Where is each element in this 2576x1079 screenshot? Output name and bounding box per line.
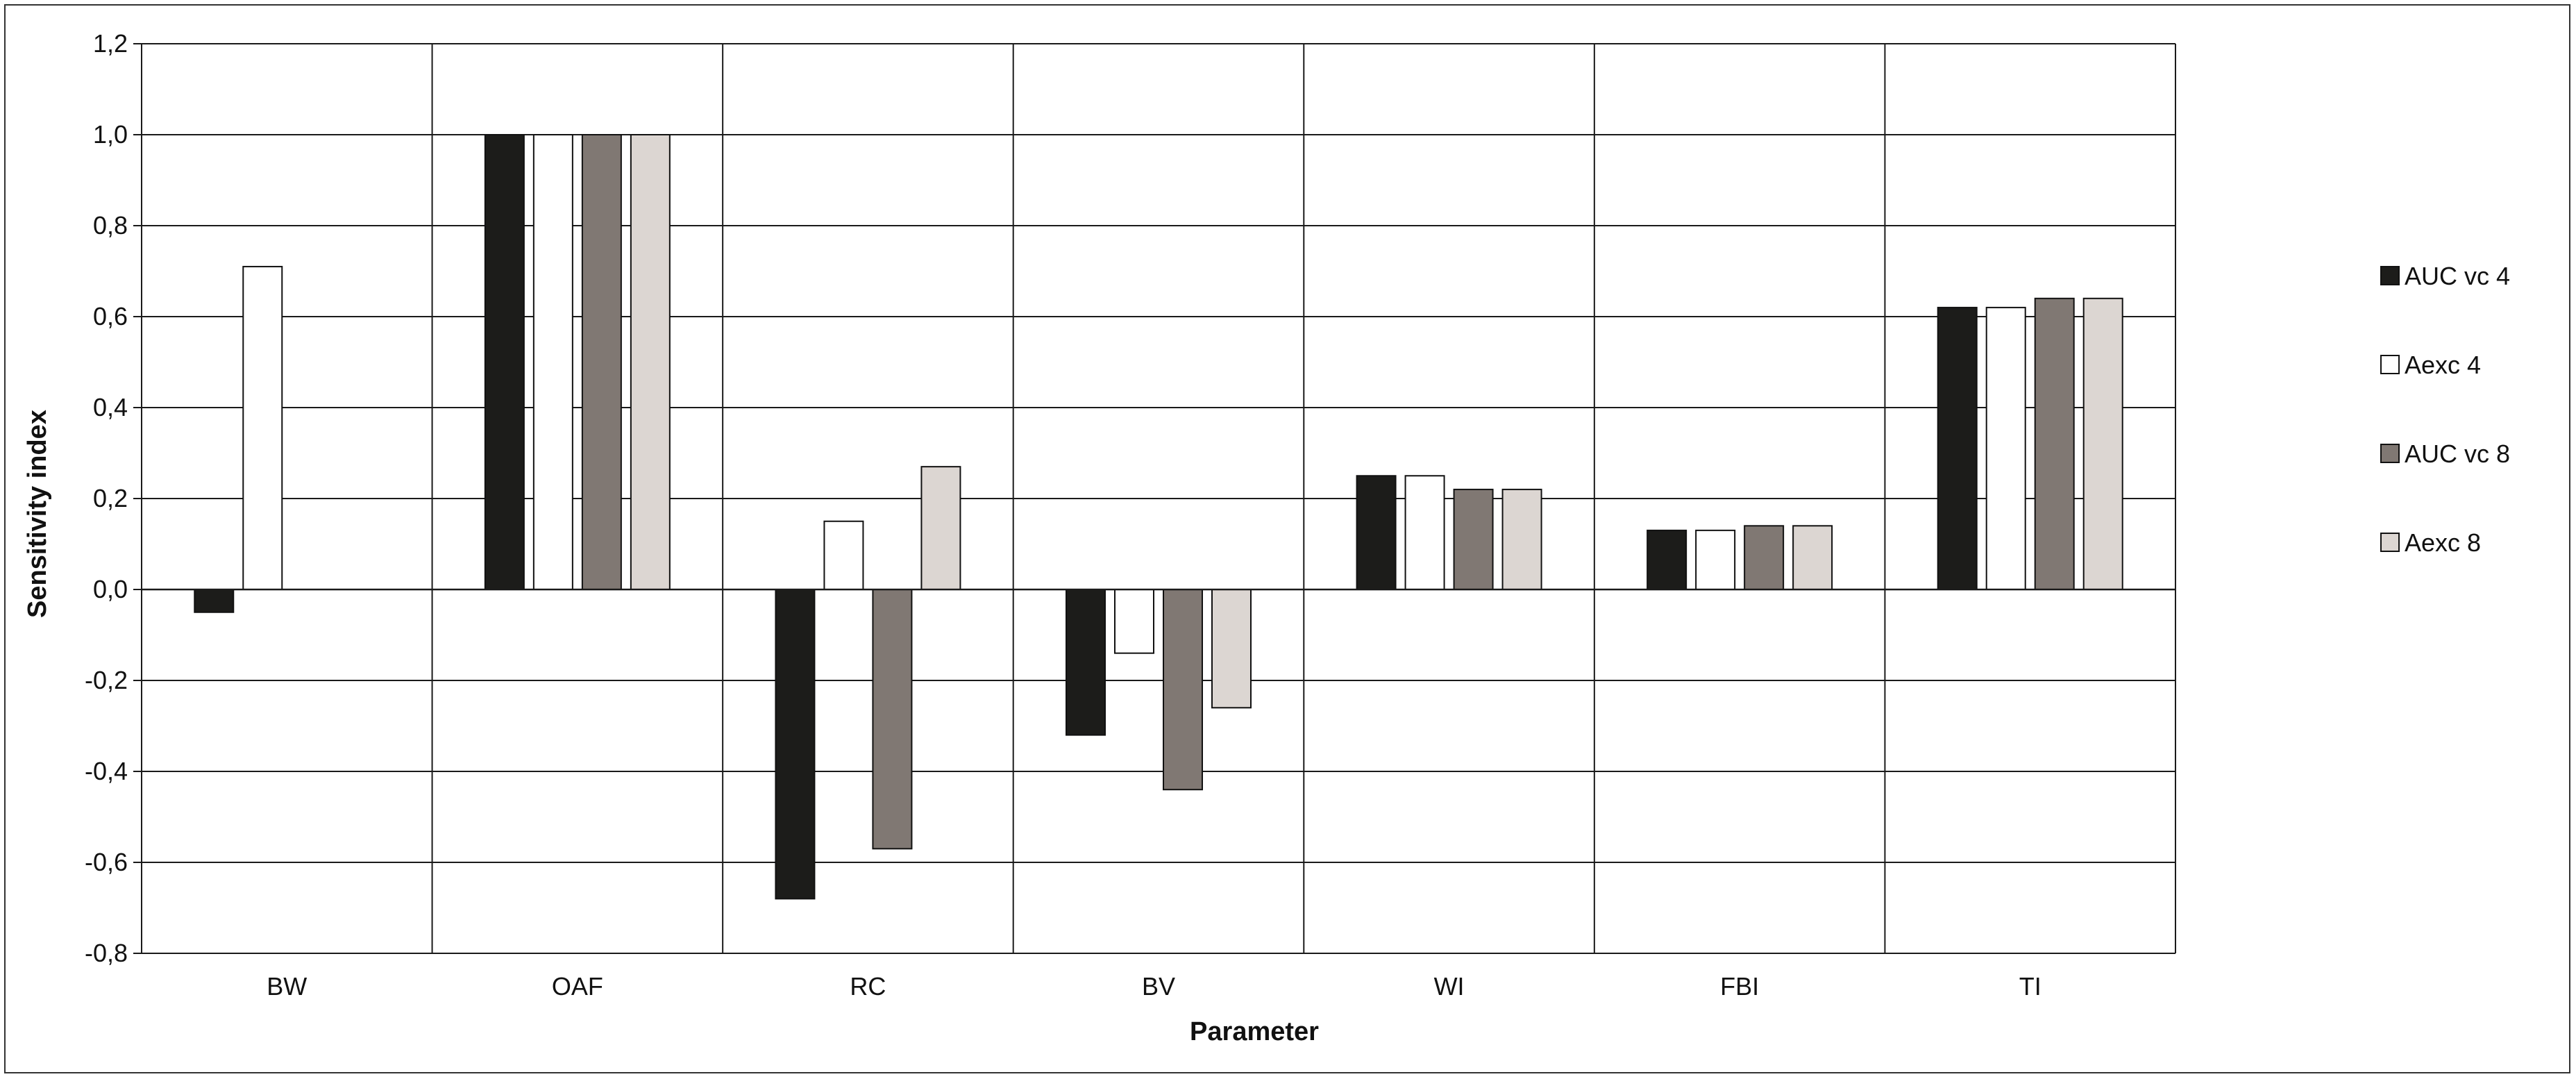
legend-swatch bbox=[2380, 355, 2400, 374]
legend-swatch bbox=[2380, 533, 2400, 552]
bar-auc-vc-4 bbox=[1066, 589, 1106, 736]
bar-auc-vc-4 bbox=[484, 134, 525, 590]
y-tick-label: 0,6 bbox=[93, 302, 128, 331]
y-tick-label: 0,4 bbox=[93, 393, 128, 421]
bar-auc-vc-8 bbox=[872, 589, 913, 850]
bar-aexc-8 bbox=[1211, 589, 1252, 709]
x-tick-label: OAF bbox=[552, 972, 603, 1001]
bar-auc-vc-8 bbox=[1744, 525, 1785, 590]
bar-auc-vc-4 bbox=[1647, 529, 1687, 590]
bar-aexc-8 bbox=[1501, 488, 1542, 591]
legend: AUC vc 4 Aexc 4 AUC vc 8 Aexc 8 bbox=[2380, 262, 2510, 557]
y-tick-label: 1,2 bbox=[93, 29, 128, 58]
bar-aexc-4 bbox=[1695, 529, 1736, 590]
bar-aexc-8 bbox=[630, 134, 671, 590]
bar-auc-vc-4 bbox=[1356, 475, 1397, 590]
bar-aexc-4 bbox=[1404, 475, 1445, 590]
bar-auc-vc-4 bbox=[1937, 306, 1978, 590]
bars bbox=[142, 134, 2175, 900]
bar-auc-vc-4 bbox=[775, 589, 816, 900]
x-axis-title: Parameter bbox=[1190, 1017, 1319, 1046]
bar-auc-vc-8 bbox=[1453, 488, 1494, 591]
bar-auc-vc-8 bbox=[1163, 589, 1203, 791]
y-tick-label: 0,0 bbox=[93, 575, 128, 603]
legend-swatch bbox=[2380, 444, 2400, 463]
legend-label: Aexc 4 bbox=[2405, 351, 2481, 379]
bar-aexc-4 bbox=[1114, 589, 1154, 654]
y-tick-label: 0,8 bbox=[93, 211, 128, 240]
y-tick-label: 0,2 bbox=[93, 484, 128, 512]
bar-aexc-8 bbox=[2082, 297, 2123, 590]
x-tick-label: FBI bbox=[1720, 972, 1759, 1001]
legend-label: AUC vc 4 bbox=[2405, 262, 2510, 290]
bar-auc-vc-8 bbox=[581, 134, 622, 590]
y-axis-title: Sensitivity index bbox=[23, 410, 52, 618]
legend-label: Aexc 8 bbox=[2405, 528, 2481, 557]
legend-label: AUC vc 8 bbox=[2405, 440, 2510, 468]
x-axis-ticks: BW OAF RC BV WI FBI TI bbox=[267, 972, 2041, 1001]
bar-auc-vc-4 bbox=[194, 589, 235, 613]
y-tick-label: -0,8 bbox=[85, 939, 128, 967]
bar-aexc-8 bbox=[1792, 525, 1833, 590]
bar-aexc-4 bbox=[532, 134, 573, 590]
x-tick-label: BW bbox=[267, 972, 307, 1001]
bar-aexc-4 bbox=[823, 520, 864, 590]
x-tick-label: WI bbox=[1434, 972, 1465, 1001]
y-tick-label: -0,6 bbox=[85, 848, 128, 876]
bar-aexc-4 bbox=[1985, 306, 2026, 590]
grid bbox=[133, 43, 2176, 954]
y-tick-label: -0,2 bbox=[85, 666, 128, 694]
y-tick-label: 1,0 bbox=[93, 120, 128, 149]
bar-auc-vc-8 bbox=[2034, 297, 2075, 590]
legend-swatch bbox=[2380, 266, 2400, 285]
x-tick-label: RC bbox=[850, 972, 886, 1001]
y-axis-ticks: -0,8 -0,6 -0,4 -0,2 0,0 0,2 0,4 0,6 0,8 1,0 1,2 bbox=[85, 29, 128, 967]
x-tick-label: TI bbox=[2019, 972, 2042, 1001]
y-tick-label: -0,4 bbox=[85, 757, 128, 785]
x-tick-label: BV bbox=[1142, 972, 1175, 1001]
bar-aexc-8 bbox=[920, 466, 961, 591]
bar-aexc-4 bbox=[242, 265, 283, 590]
